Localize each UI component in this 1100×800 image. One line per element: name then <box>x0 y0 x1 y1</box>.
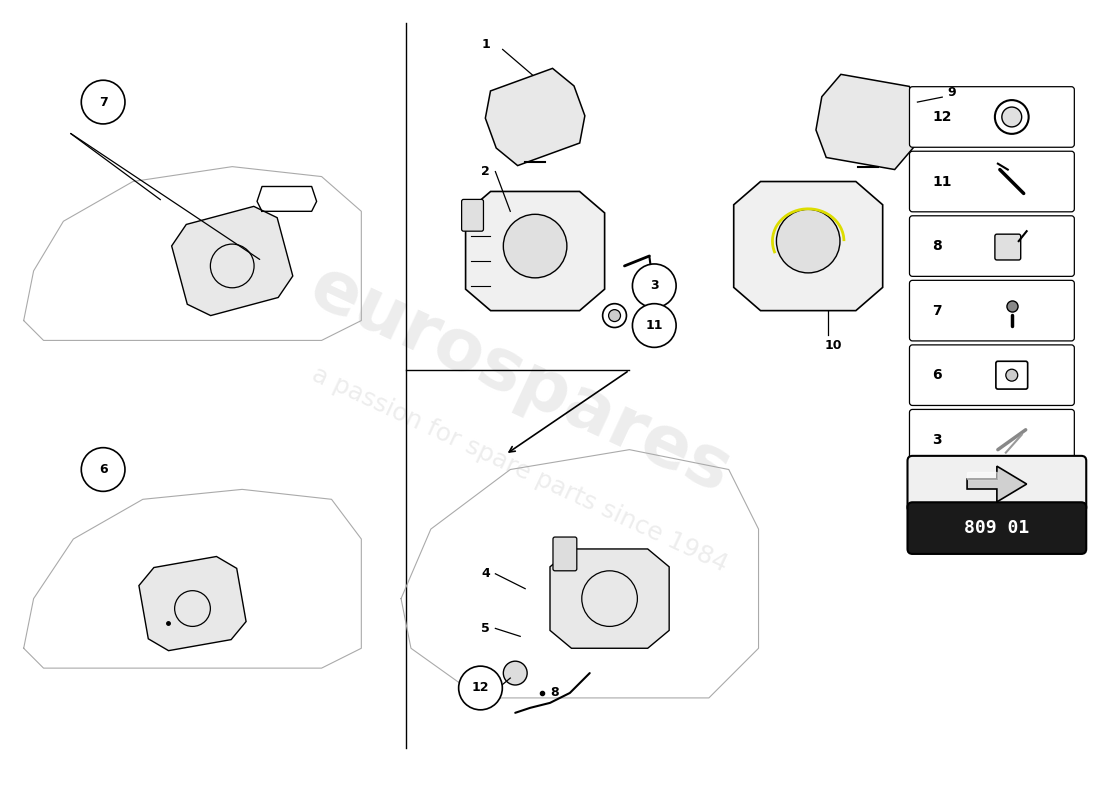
Text: 8: 8 <box>551 686 559 699</box>
Text: 12: 12 <box>933 110 952 124</box>
Text: 9: 9 <box>948 86 957 98</box>
FancyBboxPatch shape <box>910 216 1075 276</box>
Circle shape <box>504 661 527 685</box>
Polygon shape <box>734 182 882 310</box>
FancyBboxPatch shape <box>994 234 1021 260</box>
FancyBboxPatch shape <box>910 151 1075 212</box>
Circle shape <box>777 210 840 273</box>
FancyBboxPatch shape <box>910 410 1075 470</box>
Text: 1: 1 <box>481 38 490 51</box>
Text: 8: 8 <box>933 239 942 253</box>
FancyBboxPatch shape <box>908 456 1086 512</box>
Polygon shape <box>967 466 1026 502</box>
Text: 5: 5 <box>481 622 490 635</box>
FancyBboxPatch shape <box>996 362 1027 389</box>
FancyBboxPatch shape <box>910 345 1075 406</box>
Text: 7: 7 <box>99 95 108 109</box>
Circle shape <box>632 304 676 347</box>
Text: 11: 11 <box>646 319 663 332</box>
Polygon shape <box>550 549 669 648</box>
Text: 6: 6 <box>933 368 942 382</box>
FancyBboxPatch shape <box>910 280 1075 341</box>
Polygon shape <box>967 472 997 479</box>
Circle shape <box>632 264 676 308</box>
Text: 2: 2 <box>481 165 490 178</box>
Text: 12: 12 <box>472 682 490 694</box>
Circle shape <box>608 310 620 322</box>
Circle shape <box>459 666 503 710</box>
Text: 3: 3 <box>650 279 659 292</box>
Circle shape <box>1002 107 1022 127</box>
Text: 7: 7 <box>933 304 942 318</box>
Circle shape <box>81 448 125 491</box>
Polygon shape <box>816 74 920 170</box>
FancyBboxPatch shape <box>553 537 576 571</box>
Text: 6: 6 <box>99 463 108 476</box>
Polygon shape <box>139 557 246 650</box>
Circle shape <box>81 80 125 124</box>
Text: 3: 3 <box>933 433 942 446</box>
Circle shape <box>1005 370 1018 381</box>
Text: 10: 10 <box>824 339 842 352</box>
Text: 4: 4 <box>481 567 490 580</box>
Text: 11: 11 <box>933 174 952 189</box>
Text: a passion for spare parts since 1984: a passion for spare parts since 1984 <box>308 362 732 577</box>
FancyBboxPatch shape <box>910 86 1075 147</box>
Polygon shape <box>465 191 605 310</box>
Text: eurospares: eurospares <box>298 252 741 508</box>
Polygon shape <box>172 206 293 315</box>
FancyBboxPatch shape <box>462 199 484 231</box>
Circle shape <box>504 214 566 278</box>
FancyBboxPatch shape <box>908 502 1086 554</box>
Polygon shape <box>485 68 585 166</box>
Text: 809 01: 809 01 <box>965 519 1030 537</box>
